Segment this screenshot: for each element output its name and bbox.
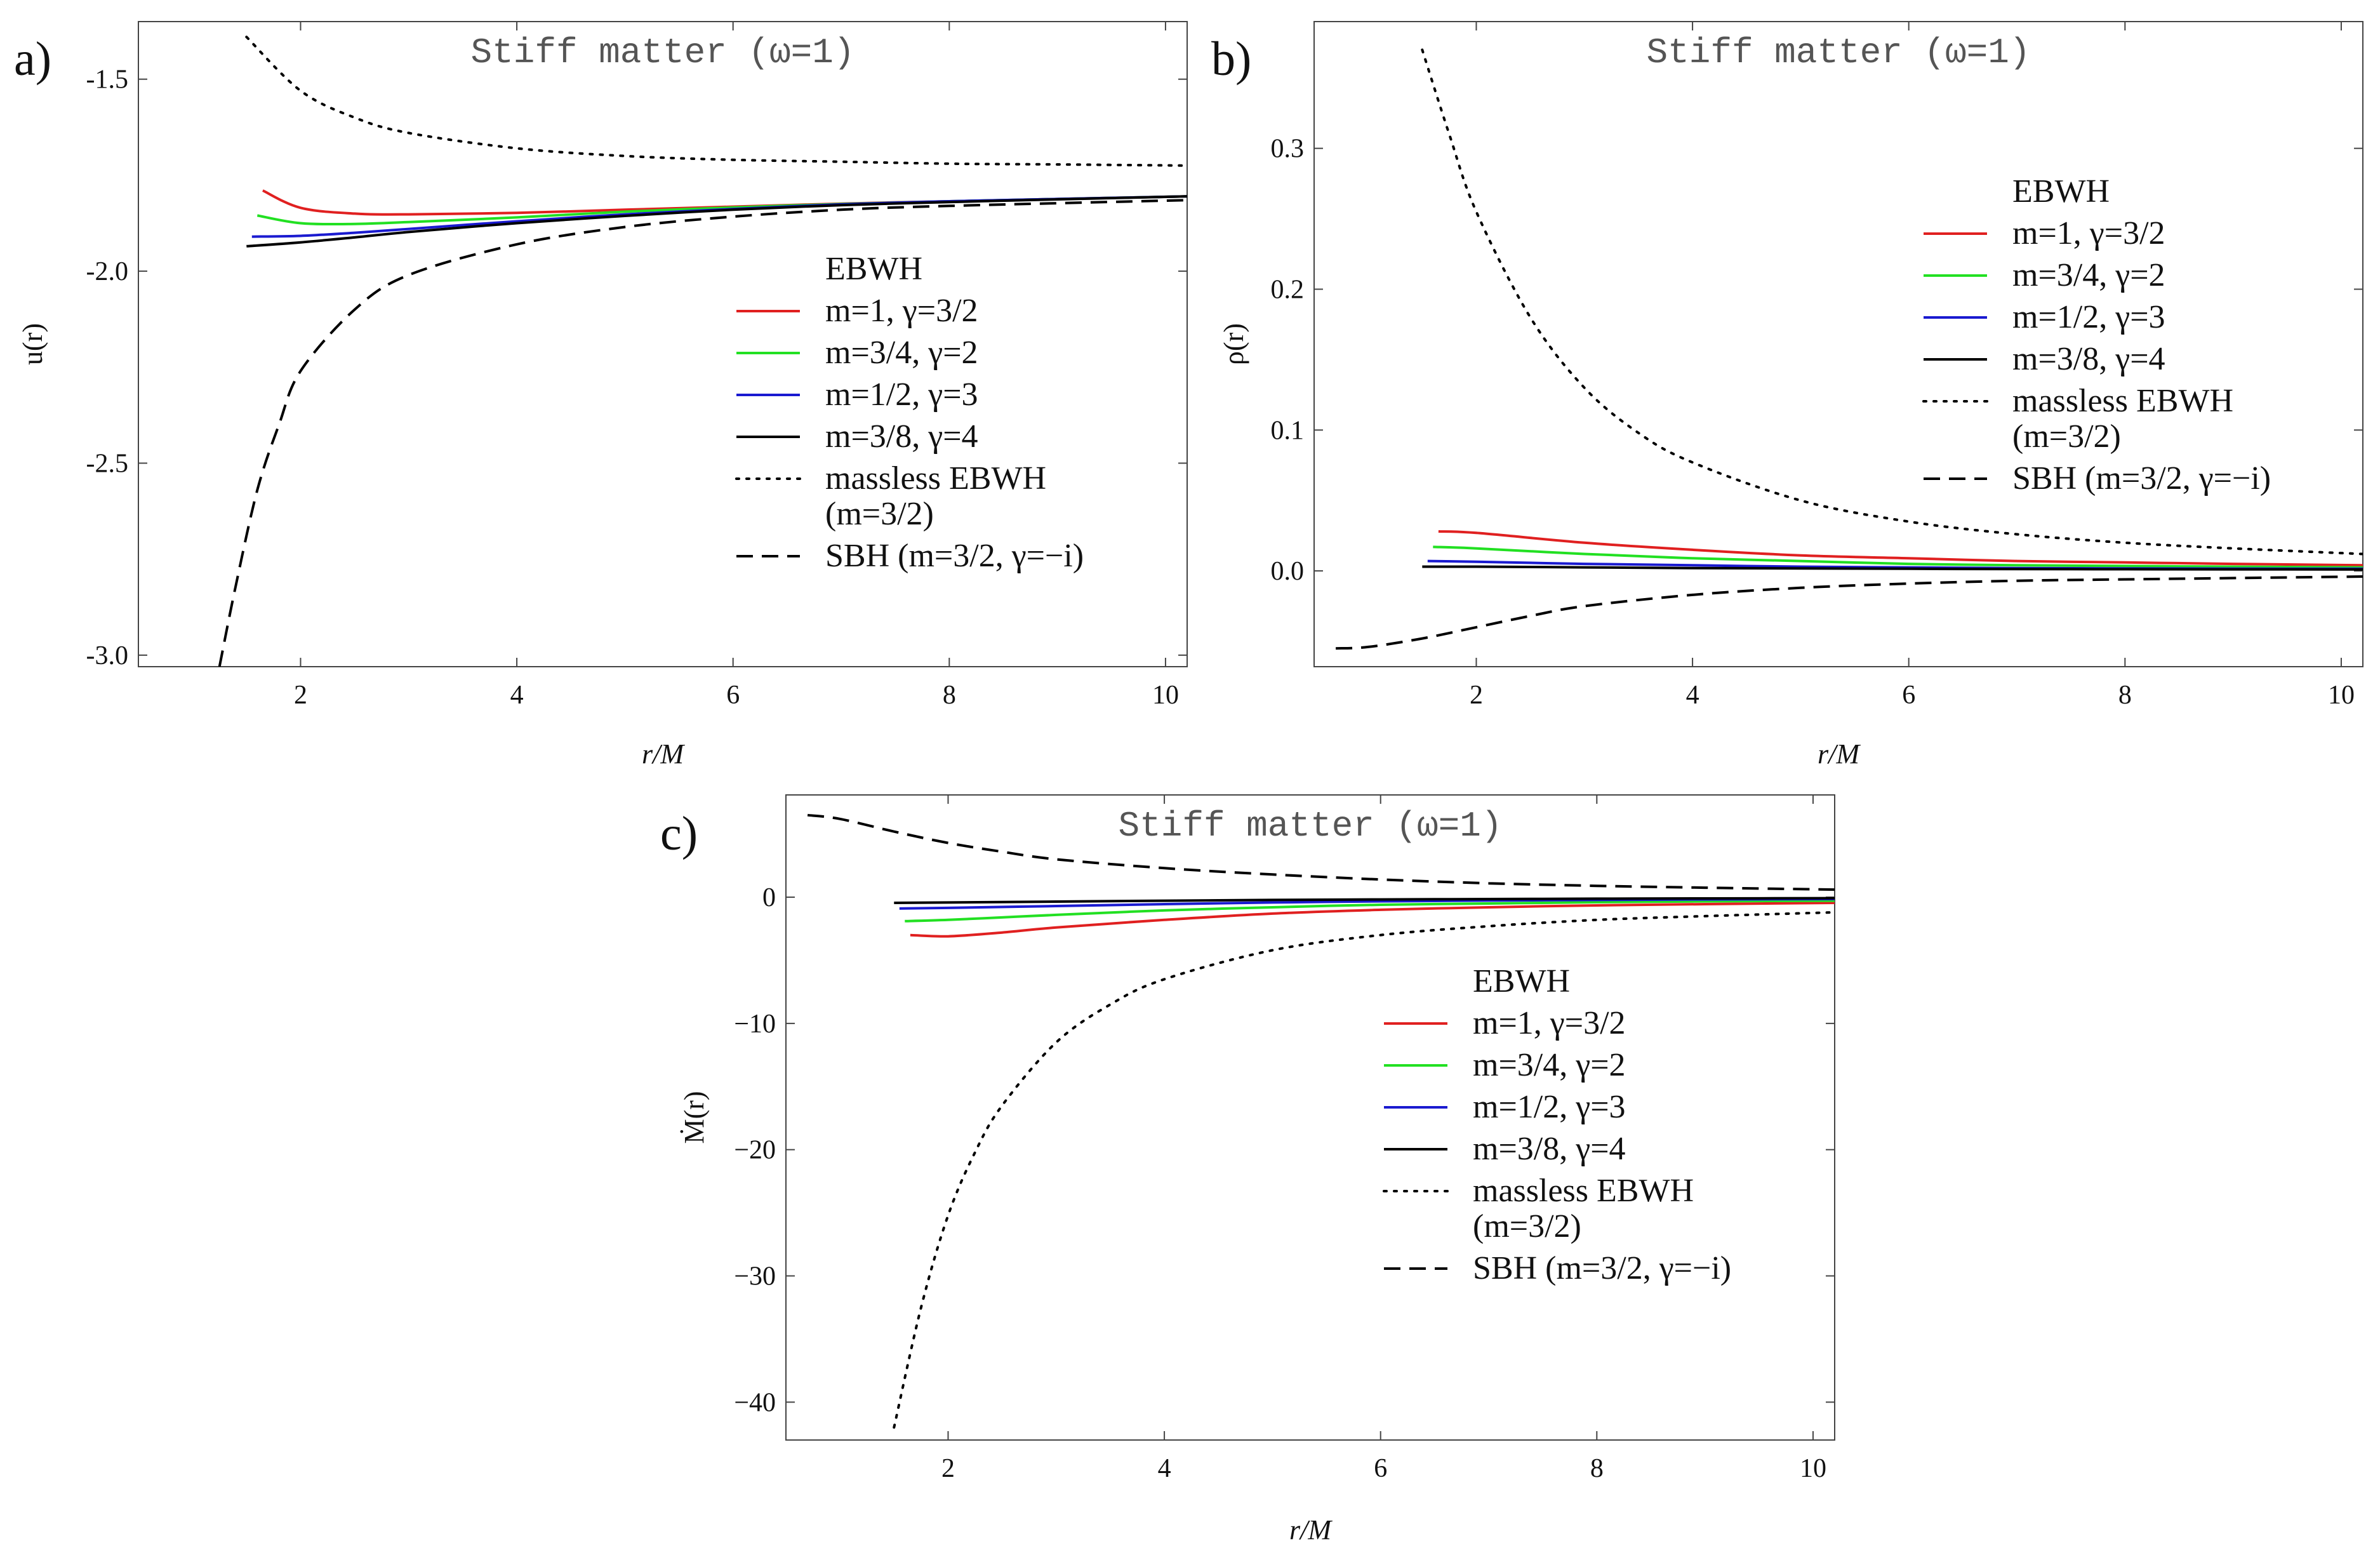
chart-title: Stiff matter (ω=1) bbox=[471, 32, 855, 73]
y-tick-label: 0.2 bbox=[1271, 275, 1305, 304]
chart-title: Stiff matter (ω=1) bbox=[1647, 32, 2031, 73]
legend-heading: EBWH bbox=[1473, 963, 1570, 999]
series-line bbox=[893, 910, 1835, 1429]
x-axis-title: r/M bbox=[642, 738, 685, 770]
x-tick-label: 2 bbox=[294, 681, 307, 710]
y-tick-label: -3.0 bbox=[86, 641, 129, 670]
series-line bbox=[218, 199, 1187, 667]
x-axis-title: r/M bbox=[1818, 738, 1861, 770]
panel-label: a) bbox=[14, 32, 51, 86]
legend-label: m=3/8, γ=4 bbox=[825, 418, 978, 455]
legend-label: m=3/4, γ=2 bbox=[1473, 1047, 1626, 1083]
legend-label: m=3/4, γ=2 bbox=[2012, 257, 2165, 293]
y-tick-label: −10 bbox=[734, 1010, 776, 1039]
x-tick-label: 10 bbox=[1800, 1454, 1826, 1483]
legend-label: m=1, γ=3/2 bbox=[2012, 215, 2165, 251]
series-line bbox=[1421, 48, 2363, 556]
panel-a: a) Stiff matter (ω=1) 2 4 6 8 10 -1.5 -2.0 -2.5… bbox=[14, 21, 1188, 770]
legend-label-line2: (m=3/2) bbox=[2012, 418, 2121, 455]
series-line bbox=[905, 899, 1835, 923]
x-tick-label: 10 bbox=[1152, 681, 1179, 710]
x-axis-title: r/M bbox=[1289, 1514, 1333, 1545]
series-line bbox=[246, 195, 1187, 248]
legend-label: m=3/8, γ=4 bbox=[2012, 341, 2165, 377]
x-tick-label: 8 bbox=[1590, 1454, 1604, 1483]
legend-label-line2: (m=3/2) bbox=[825, 496, 934, 532]
x-tick-label: 10 bbox=[2328, 681, 2355, 710]
x-tick-label: 2 bbox=[1470, 681, 1483, 710]
series-line bbox=[245, 36, 1187, 167]
x-tick-label: 6 bbox=[726, 681, 740, 710]
panel-b: b) Stiff matter (ω=1) 2 4 6 8 10 0.3 0.2 0.1 0.0… bbox=[1211, 21, 2363, 770]
panel-label: c) bbox=[660, 807, 698, 860]
series-line bbox=[910, 902, 1835, 938]
chart-title: Stiff matter (ω=1) bbox=[1119, 806, 1503, 846]
plot-frame bbox=[785, 794, 1835, 1441]
series-line bbox=[807, 813, 1835, 891]
legend-heading: EBWH bbox=[825, 251, 922, 287]
y-tick-label: 0 bbox=[762, 883, 776, 912]
series-line bbox=[1422, 565, 2363, 571]
legend-label: m=1/2, γ=3 bbox=[1473, 1089, 1626, 1125]
x-tick-label: 6 bbox=[1374, 1454, 1387, 1483]
legend-label: m=1/2, γ=3 bbox=[2012, 299, 2165, 335]
legend-label: m=1, γ=3/2 bbox=[825, 293, 978, 329]
y-axis-title: u(r) bbox=[17, 323, 48, 365]
x-tick-label: 4 bbox=[1686, 681, 1699, 710]
ticks: 2 4 6 8 10 0.3 0.2 0.1 0.0 bbox=[1271, 22, 2363, 710]
y-tick-label: −40 bbox=[734, 1388, 776, 1417]
panel-label: b) bbox=[1211, 32, 1251, 86]
series-line bbox=[1433, 545, 2363, 569]
y-axis-title: ρ(r) bbox=[1218, 323, 1249, 365]
y-tick-label: -2.0 bbox=[86, 257, 129, 286]
panel-c: c) Stiff matter (ω=1) 2 4 6 8 10 0 −10 −20 −30 −4… bbox=[660, 794, 1835, 1545]
ticks: 2 4 6 8 10 0 −10 −20 −30 −40 bbox=[734, 795, 1835, 1483]
x-tick-label: 8 bbox=[2118, 681, 2132, 710]
y-tick-label: -1.5 bbox=[86, 65, 129, 95]
series-group bbox=[218, 36, 1187, 667]
series-line bbox=[1438, 530, 2363, 567]
x-tick-label: 8 bbox=[943, 681, 956, 710]
y-tick-label: -2.5 bbox=[86, 449, 129, 478]
legend-label: m=3/8, γ=4 bbox=[1473, 1131, 1626, 1167]
y-tick-label: −30 bbox=[734, 1262, 776, 1291]
plot-frame bbox=[1313, 21, 2363, 667]
legend-label: m=3/4, γ=2 bbox=[825, 335, 978, 371]
y-tick-label: 0.0 bbox=[1271, 557, 1305, 586]
x-tick-label: 4 bbox=[510, 681, 524, 710]
legend-label: massless EBWH bbox=[2012, 383, 2233, 419]
y-axis-title: Ṁ(r) bbox=[679, 1091, 710, 1144]
y-tick-label: −20 bbox=[734, 1136, 776, 1165]
legend-heading: EBWH bbox=[2012, 173, 2110, 210]
ticks: 2 4 6 8 10 -1.5 -2.0 -2.5 -3.0 bbox=[86, 22, 1187, 710]
series-line bbox=[894, 897, 1835, 904]
legend-label-line2: (m=3/2) bbox=[1473, 1208, 1581, 1244]
legend-label: massless EBWH bbox=[1473, 1173, 1694, 1209]
series-line bbox=[1336, 575, 2363, 650]
legend-label: m=1/2, γ=3 bbox=[825, 377, 978, 413]
y-tick-label: 0.3 bbox=[1271, 135, 1305, 164]
plot-frame bbox=[138, 21, 1188, 667]
series-group bbox=[1336, 48, 2363, 650]
x-tick-label: 2 bbox=[941, 1454, 955, 1483]
x-tick-label: 6 bbox=[1902, 681, 1915, 710]
legend-label: SBH (m=3/2, γ=−i) bbox=[1473, 1250, 1731, 1286]
series-group bbox=[807, 813, 1835, 1429]
legend: EBWH m=1, γ=3/2 m=3/4, γ=2 m=1/2, γ=3 m=3/8,… bbox=[1383, 963, 1731, 1286]
legend-label: massless EBWH bbox=[825, 460, 1046, 497]
y-tick-label: 0.1 bbox=[1271, 416, 1305, 445]
legend-label: SBH (m=3/2, γ=−i) bbox=[2012, 460, 2271, 497]
legend: EBWH m=1, γ=3/2 m=3/4, γ=2 m=1/2, γ=3 m=3/8,… bbox=[1922, 173, 2271, 497]
legend: EBWH m=1, γ=3/2 m=3/4, γ=2 m=1/2, γ=3 m=3/8,… bbox=[735, 251, 1084, 574]
x-tick-label: 4 bbox=[1158, 1454, 1171, 1483]
legend-label: SBH (m=3/2, γ=−i) bbox=[825, 538, 1084, 574]
legend-label: m=1, γ=3/2 bbox=[1473, 1005, 1626, 1041]
